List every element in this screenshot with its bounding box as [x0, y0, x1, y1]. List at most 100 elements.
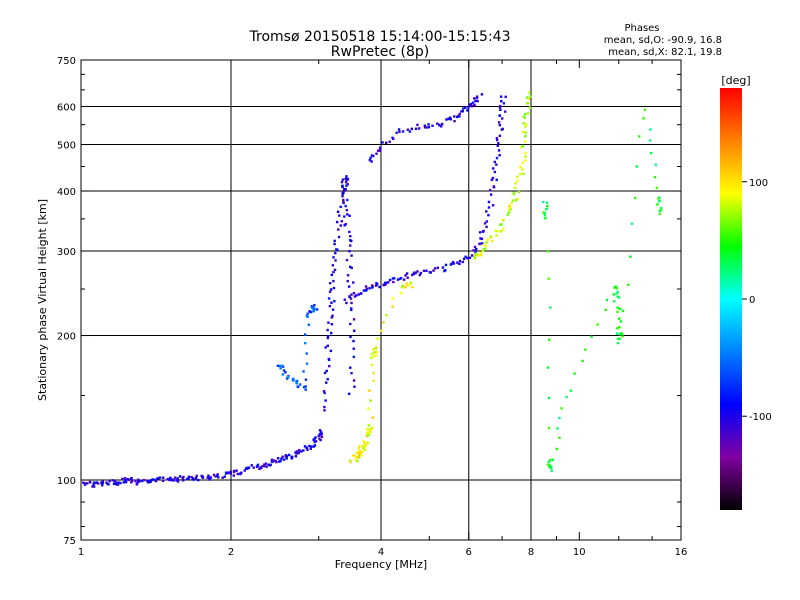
- data-point: [392, 137, 395, 140]
- data-point: [522, 172, 525, 176]
- data-point: [486, 238, 489, 242]
- data-point: [479, 254, 483, 257]
- data-point: [333, 242, 336, 246]
- data-point: [560, 407, 563, 410]
- data-point: [341, 178, 345, 181]
- y-tick-label: 200: [57, 332, 76, 343]
- data-point: [352, 339, 355, 343]
- data-point: [658, 196, 661, 199]
- data-point: [629, 255, 632, 258]
- data-point: [512, 191, 515, 195]
- data-point: [478, 242, 481, 246]
- data-point: [519, 165, 522, 169]
- colorbar-tick-label: 0: [749, 295, 755, 306]
- data-point: [401, 130, 405, 133]
- data-point: [354, 455, 358, 458]
- data-point: [318, 429, 322, 432]
- data-point: [319, 430, 323, 433]
- data-point: [499, 108, 502, 111]
- data-point: [630, 222, 634, 225]
- data-point: [281, 373, 285, 376]
- data-point: [497, 121, 501, 124]
- data-point: [408, 283, 412, 286]
- data-point: [514, 182, 517, 185]
- data-point: [368, 158, 372, 162]
- data-point: [388, 278, 392, 282]
- data-point: [545, 201, 549, 204]
- data-point: [474, 253, 478, 256]
- data-point: [348, 214, 351, 218]
- data-point: [309, 447, 312, 450]
- data-point: [617, 317, 621, 320]
- data-point: [396, 278, 400, 281]
- data-point: [388, 140, 391, 143]
- data-point: [357, 447, 361, 451]
- data-point: [345, 175, 348, 178]
- data-point: [460, 110, 463, 113]
- grid: [81, 60, 681, 540]
- data-point: [124, 479, 127, 482]
- data-point: [229, 472, 233, 475]
- data-point: [350, 239, 353, 243]
- data-point: [448, 116, 452, 119]
- data-point: [304, 341, 307, 345]
- data-point: [346, 183, 349, 186]
- data-point: [330, 301, 333, 304]
- data-point: [300, 450, 303, 453]
- data-point: [270, 458, 274, 461]
- series-oblique-trace: [276, 304, 319, 391]
- data-point: [615, 332, 619, 335]
- data-point: [440, 122, 444, 126]
- data-point: [612, 293, 615, 296]
- data-point: [378, 285, 381, 289]
- data-point: [207, 474, 210, 477]
- data-point: [429, 271, 432, 274]
- data-point: [497, 149, 501, 152]
- data-point: [452, 262, 456, 265]
- data-point: [445, 118, 448, 121]
- data-point: [345, 301, 348, 305]
- data-point: [350, 301, 353, 305]
- data-point: [464, 106, 467, 110]
- data-point: [349, 297, 353, 300]
- y-tick-label: 400: [57, 187, 76, 198]
- data-point: [418, 273, 422, 277]
- data-point: [368, 389, 371, 392]
- data-point: [142, 478, 146, 482]
- data-point: [417, 127, 421, 130]
- data-point: [137, 480, 141, 483]
- data-point: [345, 258, 349, 262]
- data-point: [326, 336, 329, 340]
- data-point: [295, 382, 298, 385]
- data-point: [323, 405, 326, 409]
- data-point: [318, 432, 322, 436]
- data-point: [298, 448, 301, 452]
- data-point: [528, 91, 531, 94]
- data-point: [495, 156, 499, 160]
- y-axis-label: Stationary phase Virtual Height [km]: [36, 199, 49, 401]
- data-point: [634, 196, 637, 200]
- data-point: [212, 473, 216, 477]
- chart-title: Tromsø 20150518 15:14:00-15:15:43: [249, 29, 511, 45]
- data-point: [368, 287, 371, 290]
- data-point: [319, 438, 322, 442]
- x-axis: 1 2 4 6 8 10 16: [78, 60, 687, 558]
- data-point: [481, 242, 484, 245]
- data-point: [473, 245, 477, 249]
- data-point: [569, 389, 573, 392]
- data-point: [331, 314, 334, 318]
- data-point: [350, 372, 353, 375]
- data-point: [327, 357, 331, 361]
- data-point: [392, 280, 395, 284]
- y-tick-label: 750: [57, 56, 76, 67]
- data-point: [489, 193, 493, 196]
- data-point: [107, 483, 110, 486]
- data-point: [659, 208, 663, 211]
- data-point: [479, 237, 482, 240]
- data-point: [279, 459, 282, 463]
- data-point: [115, 483, 118, 486]
- data-point: [350, 307, 353, 310]
- data-point: [227, 471, 230, 475]
- data-point: [490, 178, 494, 182]
- data-point: [376, 337, 379, 340]
